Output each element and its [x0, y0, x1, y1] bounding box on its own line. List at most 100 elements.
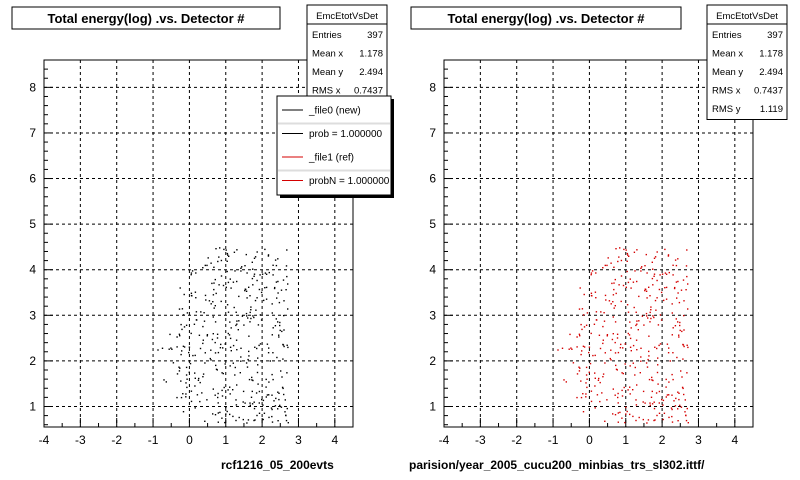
scatter-point [604, 264, 606, 267]
stats-label: Mean y [712, 67, 743, 78]
scatter-point [165, 381, 167, 383]
scatter-point [267, 254, 270, 256]
scatter-point [205, 299, 207, 301]
scatter-point [223, 248, 225, 251]
scatter-point [249, 295, 251, 297]
scatter-point [273, 287, 276, 290]
scatter-point [239, 372, 241, 374]
scatter-point [185, 366, 188, 369]
scatter-point [640, 267, 642, 269]
scatter-point [254, 299, 257, 302]
scatter-point [657, 364, 659, 366]
scatter-point [612, 413, 614, 415]
scatter-point [248, 286, 250, 288]
scatter-point [283, 329, 285, 331]
scatter-point [212, 388, 214, 390]
scatter-point [668, 271, 670, 274]
scatter-point [681, 330, 683, 333]
scatter-point [659, 314, 662, 316]
scatter-point [632, 344, 635, 347]
scatter-point [677, 280, 679, 283]
scatter-point [645, 288, 647, 291]
scatter-point [278, 334, 280, 336]
scatter-point [641, 315, 644, 317]
scatter-point [176, 373, 179, 375]
scatter-point [194, 407, 196, 409]
scatter-point [234, 270, 236, 272]
x-tick-label: -4 [39, 433, 50, 447]
scatter-point [655, 309, 657, 311]
scatter-point [255, 392, 258, 394]
scatter-point [653, 257, 656, 259]
scatter-point [580, 380, 582, 382]
scatter-point [235, 419, 237, 422]
y-tick-label: 4 [429, 263, 436, 277]
scatter-point [206, 335, 208, 337]
scatter-point [610, 359, 612, 361]
scatter-point [283, 314, 285, 317]
scatter-point [189, 362, 192, 365]
scatter-point [585, 393, 587, 395]
scatter-point [261, 273, 264, 275]
scatter-point [287, 308, 289, 310]
scatter-point [287, 283, 289, 285]
scatter-point [646, 272, 648, 274]
scatter-point [259, 314, 262, 316]
scatter-point [620, 275, 623, 277]
scatter-point [628, 255, 630, 257]
scatter-point [258, 288, 261, 291]
scatter-point [610, 303, 612, 305]
stats-label: Entries [712, 30, 742, 41]
scatter-point [650, 309, 652, 311]
scatter-point [670, 407, 673, 409]
scatter-point [233, 306, 235, 309]
scatter-point [282, 279, 285, 281]
scatter-point [232, 362, 234, 364]
scatter-point [617, 421, 619, 423]
scatter-point [612, 301, 614, 303]
scatter-point [285, 289, 287, 291]
scatter-point [272, 274, 274, 276]
scatter-point [629, 413, 631, 416]
scatter-point [652, 284, 654, 286]
scatter-point [272, 378, 274, 381]
scatter-point [186, 378, 188, 380]
scatter-point [257, 324, 260, 326]
x-tick-label: -2 [511, 433, 522, 447]
scatter-point [579, 287, 581, 289]
scatter-point [604, 294, 607, 297]
x-tick-label: -4 [439, 433, 450, 447]
stats-value: 397 [767, 30, 783, 41]
scatter-point [240, 267, 242, 269]
scatter-point [227, 281, 230, 284]
scatter-point [214, 352, 217, 354]
scatter-point [232, 415, 234, 418]
y-tick-label: 3 [29, 308, 36, 322]
scatter-point [620, 300, 622, 303]
scatter-point [178, 370, 181, 372]
scatter-point [180, 380, 182, 382]
scatter-point [664, 272, 667, 274]
stats-label: Entries [312, 30, 342, 41]
scatter-point [686, 372, 688, 374]
scatter-point [595, 311, 598, 313]
scatter-point [657, 383, 659, 385]
scatter-point [679, 329, 681, 332]
scatter-point [180, 353, 182, 356]
scatter-point [220, 275, 223, 277]
scatter-point [636, 249, 638, 251]
scatter-point [253, 257, 256, 259]
y-tick-label: 1 [429, 399, 436, 413]
scatter-point [190, 332, 192, 335]
scatter-point [676, 297, 678, 299]
scatter-point [686, 275, 688, 278]
scatter-point [648, 355, 650, 357]
scatter-point [671, 394, 673, 396]
scatter-point [624, 363, 626, 365]
scatter-point [621, 372, 623, 374]
scatter-point [581, 308, 584, 310]
scatter-point [179, 367, 181, 369]
scatter-point [661, 398, 663, 401]
x-tick-label: 0 [186, 433, 193, 447]
scatter-point [260, 319, 263, 321]
